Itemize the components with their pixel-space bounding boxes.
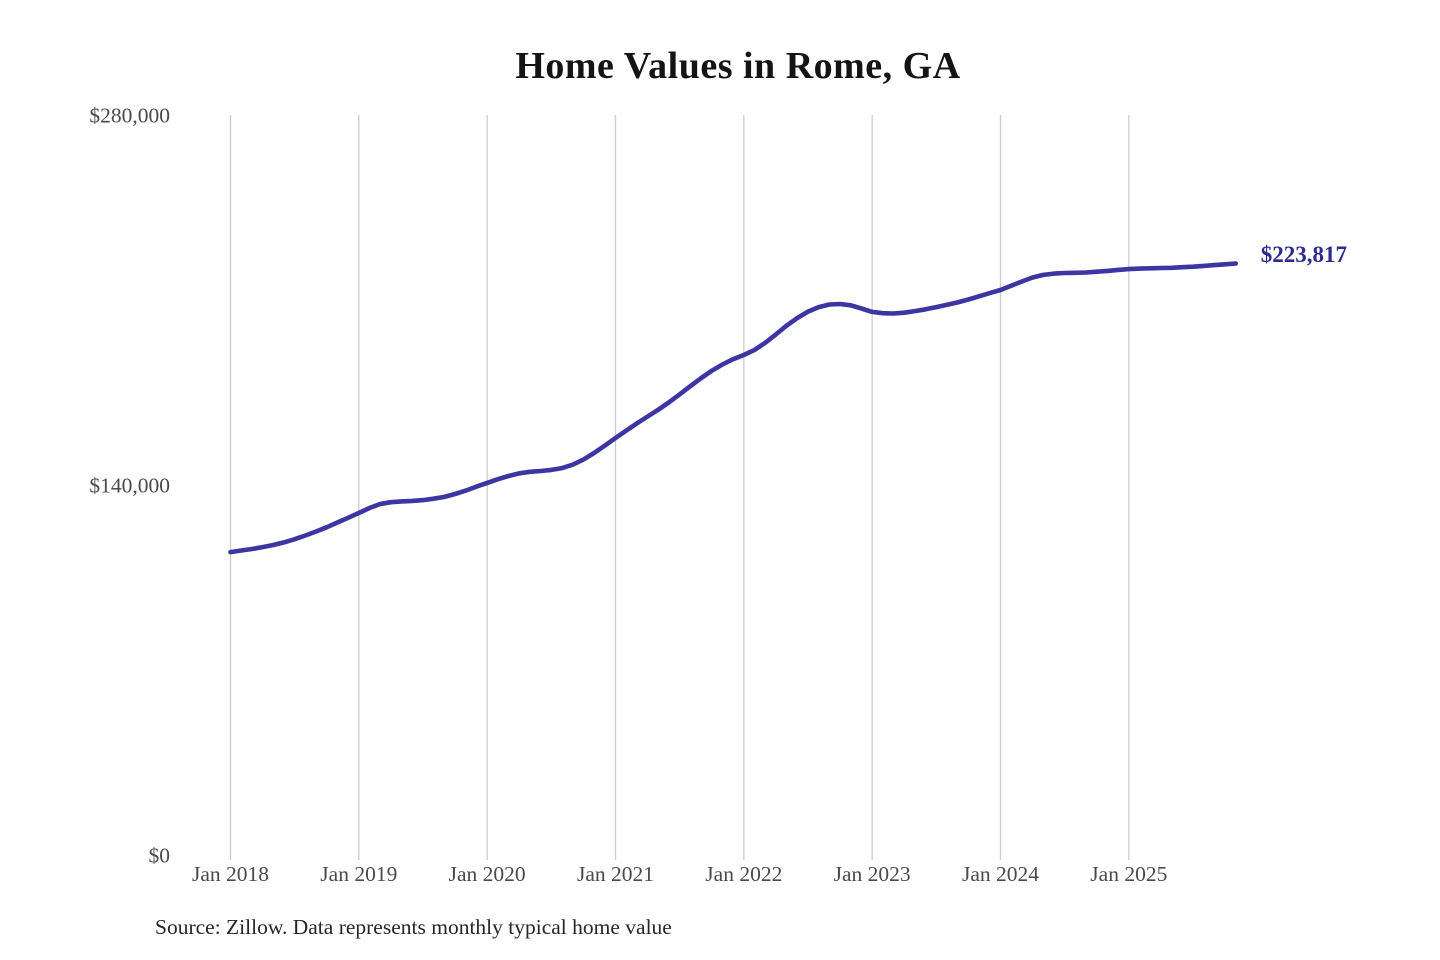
y-tick-label: $280,000 [89, 104, 170, 128]
x-tick-label: Jan 2018 [192, 862, 269, 886]
y-tick-label: $0 [149, 844, 171, 868]
x-tick-label: Jan 2019 [320, 862, 397, 886]
latest-value-label: $223,817 [1260, 242, 1347, 268]
x-tick-label: Jan 2022 [705, 862, 782, 886]
y-tick-label: $140,000 [89, 474, 170, 498]
chart-title: Home Values in Rome, GA [515, 45, 961, 87]
source-note: Source: Zillow. Data represents monthly … [155, 915, 672, 939]
home-value-line-series [228, 261, 1239, 555]
x-tick-label: Jan 2025 [1090, 862, 1167, 886]
x-tick-label: Jan 2021 [577, 862, 654, 886]
x-tick-label: Jan 2020 [449, 862, 526, 886]
x-tick-label: Jan 2023 [834, 862, 911, 886]
x-tick-label: Jan 2024 [962, 862, 1039, 886]
